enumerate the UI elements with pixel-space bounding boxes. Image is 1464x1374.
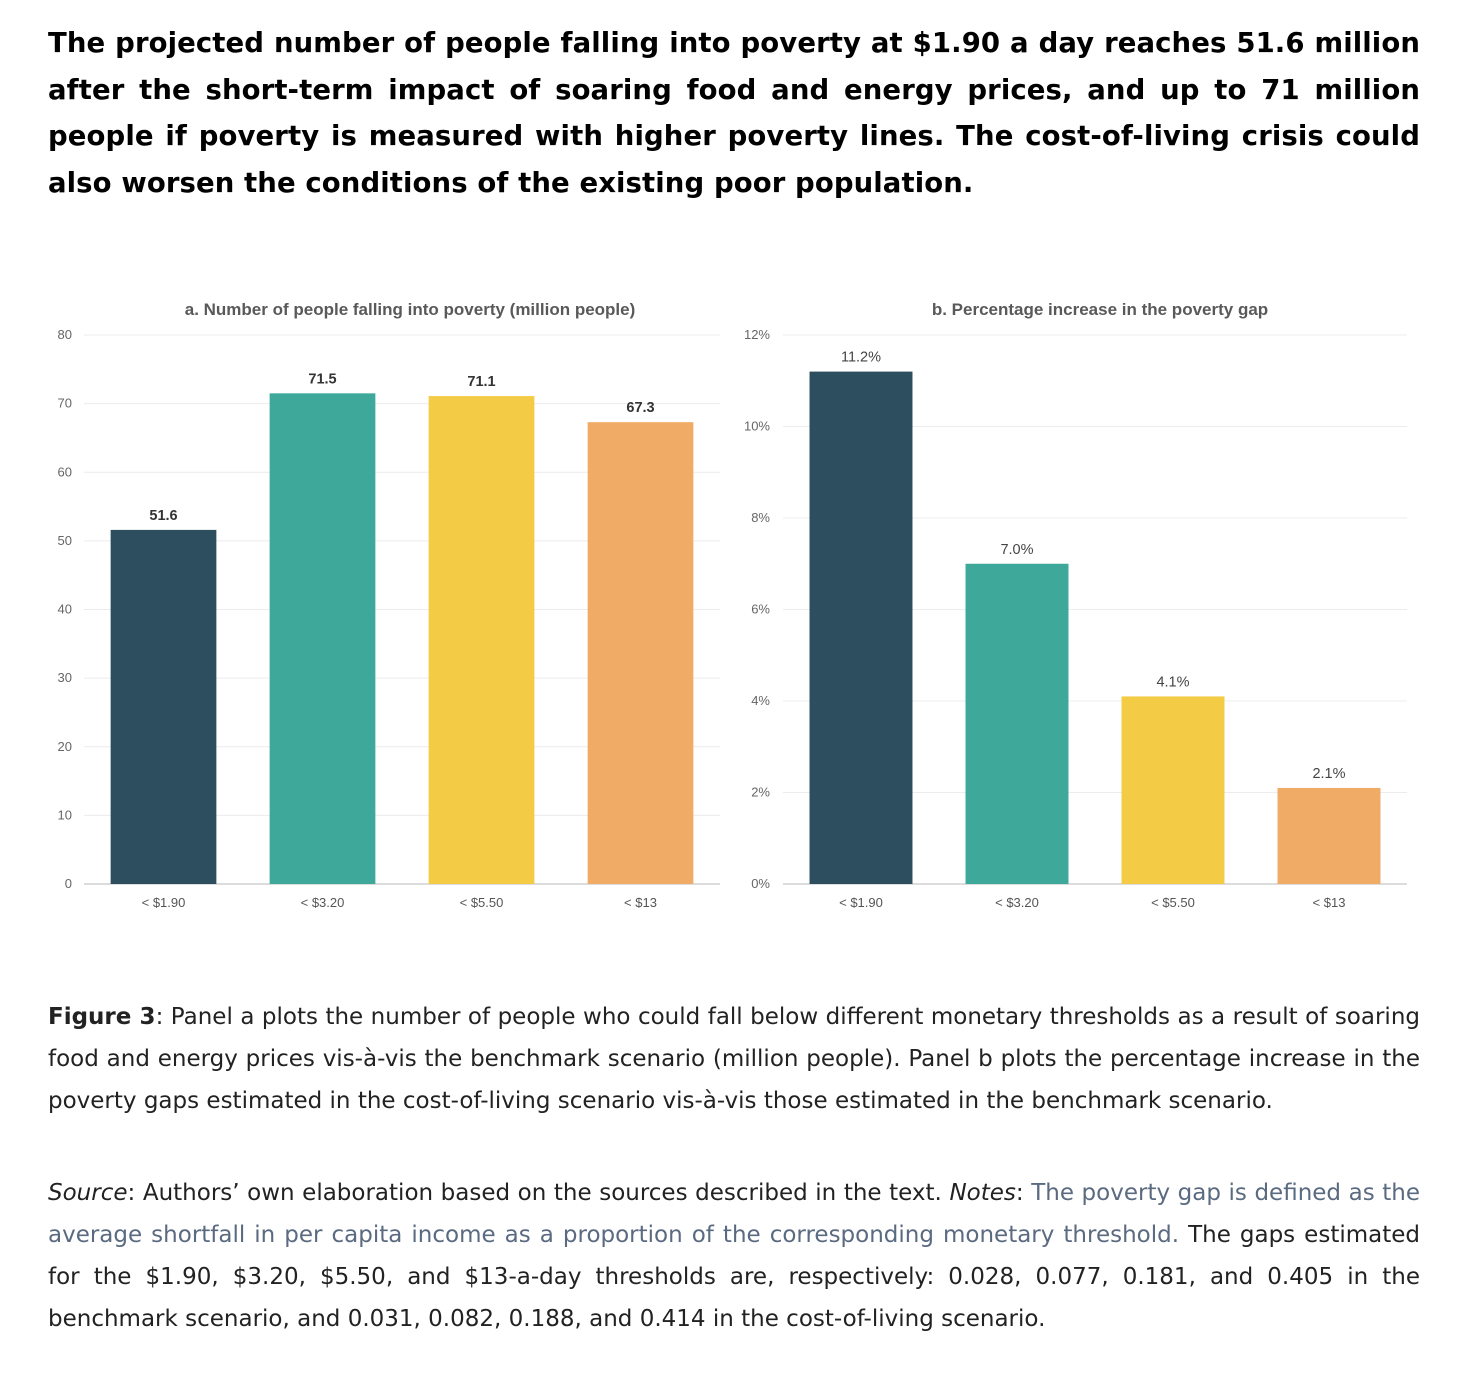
chart-a-svg: 0 10 20 30 40 50 60 70 80 51.6 < $1.90 71.5 < $3.20 7… [58,327,720,910]
chart-title-b: b. Percentage increase in the poverty ga… [931,300,1269,319]
x-tick-label: < $1.90 [142,895,186,910]
x-tick-label: < $1.90 [839,895,883,910]
data-label: 67.3 [626,400,654,416]
y-tick-label: 20 [58,739,72,754]
bar [1121,696,1225,884]
data-label: 51.6 [149,508,177,524]
poverty-gap-definition-link[interactable]: The poverty gap is defined as the averag… [48,1180,1420,1248]
y-tick-label: 40 [58,602,72,617]
chart-b-svg: 0% 2% 4% 6% 8% 10% 12% 11.2% < $1.90 7.0% < $3.20 4… [744,327,1407,910]
y-tick-label: 60 [58,464,72,479]
y-tick-label: 6% [751,602,770,617]
x-tick-label: < $5.50 [460,895,504,910]
x-tick-label: < $5.50 [1151,895,1195,910]
source-label: Source [48,1180,128,1206]
y-tick-label: 4% [751,693,770,708]
data-label: 71.5 [308,371,336,387]
x-tick-label: < $13 [624,895,657,910]
data-label: 71.1 [467,374,495,390]
y-tick-label: 50 [58,533,72,548]
bar [269,393,376,884]
data-label: 7.0% [1000,542,1033,558]
y-tick-label: 0 [65,876,72,891]
data-label: 11.2% [841,350,881,366]
y-tick-label: 2% [751,785,770,800]
chart-title-a: a. Number of people falling into poverty… [184,300,636,319]
bar [428,396,535,884]
y-tick-label: 70 [58,396,72,411]
x-tick-label: < $3.20 [301,895,345,910]
notes-rest-text: The gaps estimated for the $1.90, $3.20,… [48,1222,1420,1332]
figure-caption: Figure 3: Panel a plots the number of pe… [48,996,1420,1122]
x-tick-label: < $13 [1313,895,1346,910]
headline: The projected number of people falling i… [48,27,1420,199]
chart-panel-a: a. Number of people falling into poverty… [30,290,730,930]
notes-label: Notes [949,1180,1016,1206]
source-text: : Authors’ own elaboration based on the … [127,1180,950,1206]
y-tick-label: 12% [744,327,770,342]
x-tick-label: < $3.20 [995,895,1039,910]
y-tick-label: 80 [58,327,72,342]
bar [809,371,913,885]
figure-label: Figure 3 [48,1004,156,1030]
bar [965,563,1069,884]
bar [1277,787,1381,884]
bar [110,529,217,884]
data-label: 2.1% [1312,766,1345,782]
notes-colon: : [1015,1180,1032,1206]
source-notes: Source: Authors’ own elaboration based o… [48,1172,1420,1340]
y-tick-label: 0% [751,876,770,891]
y-tick-label: 30 [58,670,72,685]
bar [587,422,694,884]
y-tick-label: 10 [58,807,72,822]
y-tick-label: 10% [744,419,770,434]
chart-panel-b: b. Percentage increase in the poverty ga… [730,290,1430,930]
data-label: 4.1% [1156,674,1189,690]
caption-text: : Panel a plots the number of people who… [48,1004,1420,1114]
y-tick-label: 8% [751,510,770,525]
